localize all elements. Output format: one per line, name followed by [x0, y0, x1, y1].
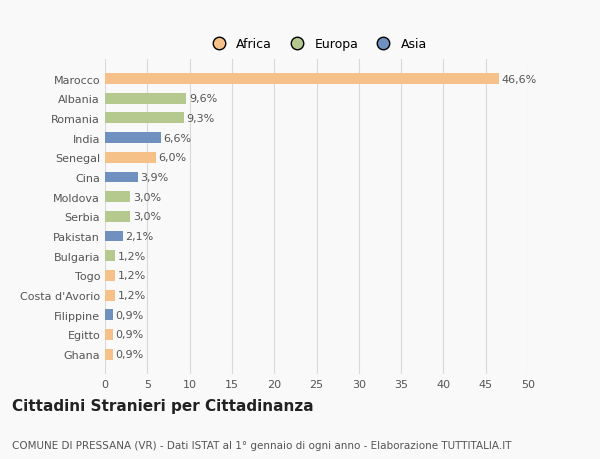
- Text: 1,2%: 1,2%: [118, 251, 146, 261]
- Bar: [105, 330, 113, 340]
- Text: 6,6%: 6,6%: [163, 133, 191, 143]
- Bar: [105, 113, 184, 124]
- Text: 2,1%: 2,1%: [125, 231, 154, 241]
- Bar: [105, 192, 130, 202]
- Text: Cittadini Stranieri per Cittadinanza: Cittadini Stranieri per Cittadinanza: [12, 398, 314, 413]
- Bar: [105, 251, 115, 262]
- Bar: [105, 133, 161, 144]
- Text: 9,3%: 9,3%: [186, 114, 214, 123]
- Text: 0,9%: 0,9%: [115, 330, 143, 340]
- Bar: [105, 270, 115, 281]
- Text: 1,2%: 1,2%: [118, 291, 146, 301]
- Text: 46,6%: 46,6%: [502, 74, 537, 84]
- Bar: [105, 94, 186, 104]
- Text: 3,0%: 3,0%: [133, 212, 161, 222]
- Bar: [105, 231, 123, 242]
- Text: 3,0%: 3,0%: [133, 192, 161, 202]
- Text: 1,2%: 1,2%: [118, 271, 146, 281]
- Bar: [105, 152, 156, 163]
- Text: 3,9%: 3,9%: [140, 173, 169, 183]
- Bar: [105, 172, 138, 183]
- Text: COMUNE DI PRESSANA (VR) - Dati ISTAT al 1° gennaio di ogni anno - Elaborazione T: COMUNE DI PRESSANA (VR) - Dati ISTAT al …: [12, 440, 511, 450]
- Text: 0,9%: 0,9%: [115, 349, 143, 359]
- Bar: [105, 212, 130, 222]
- Bar: [105, 310, 113, 320]
- Bar: [105, 74, 499, 85]
- Text: 9,6%: 9,6%: [189, 94, 217, 104]
- Bar: [105, 349, 113, 360]
- Text: 6,0%: 6,0%: [158, 153, 187, 163]
- Legend: Africa, Europa, Asia: Africa, Europa, Asia: [202, 34, 431, 55]
- Bar: [105, 290, 115, 301]
- Text: 0,9%: 0,9%: [115, 310, 143, 320]
